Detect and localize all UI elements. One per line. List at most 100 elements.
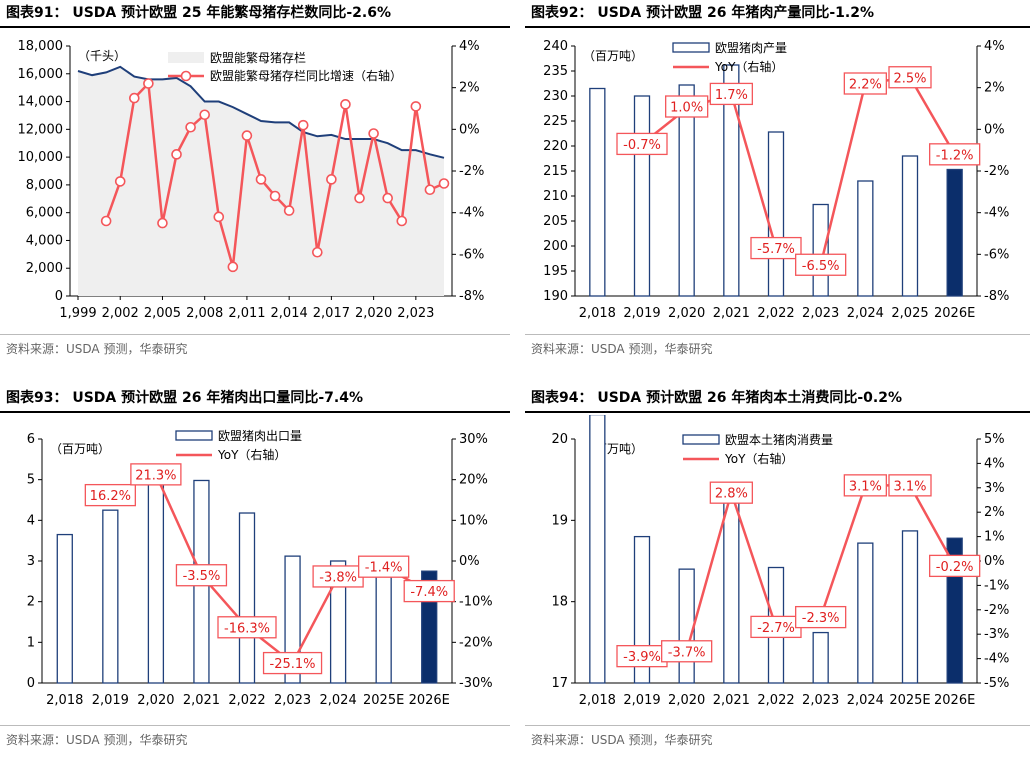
left-tick-label: 17 <box>551 676 568 691</box>
yoy-point <box>269 190 281 202</box>
x-tick-label: 2,008 <box>186 306 223 321</box>
right-tick-label: 2% <box>984 505 1005 520</box>
yoy-point <box>100 215 112 227</box>
data-label: -2.3% <box>802 611 840 626</box>
x-tick-label: 2,002 <box>102 306 139 321</box>
unit-label: （百万吨） <box>50 442 110 456</box>
left-tick-label: 2 <box>27 595 35 610</box>
data-label: -0.7% <box>623 138 661 153</box>
left-tick-label: 200 <box>543 239 568 254</box>
left-tick-label: 10,000 <box>18 150 64 165</box>
legend-swatch-area <box>168 52 204 63</box>
right-tick-label: 0% <box>984 554 1005 569</box>
bar <box>901 155 919 297</box>
yoy-point <box>396 215 408 227</box>
left-tick-label: 6 <box>27 432 35 447</box>
data-label: 2.2% <box>849 78 882 93</box>
right-tick-label: 4% <box>459 39 480 54</box>
x-tick-label: 2,020 <box>668 693 705 708</box>
legend-label: YoY（右轴） <box>724 451 793 466</box>
chart-title: 图表92： USDA 预计欧盟 26 年猪肉产量同比-1.2% <box>531 5 875 21</box>
data-label-box <box>709 82 753 106</box>
right-tick-label: -5% <box>984 676 1009 691</box>
x-tick-label: 2,005 <box>144 306 181 321</box>
data-label-box <box>217 616 277 639</box>
yoy-point <box>157 217 168 229</box>
data-label-box <box>888 66 932 89</box>
left-tick-label: 14,000 <box>18 95 64 110</box>
bar <box>723 64 740 297</box>
x-tick-label: 2,023 <box>274 693 311 708</box>
x-tick-label: 2,019 <box>623 306 660 321</box>
right-tick-label: 5% <box>984 432 1005 447</box>
legend-label: 欧盟本土猪肉消费量 <box>725 433 833 447</box>
data-label: 3.1% <box>849 479 882 494</box>
data-label-box <box>616 132 668 156</box>
x-tick-label: 2,018 <box>579 306 616 321</box>
chart-svg-93: 0 1 2 3 4 5 6 -30% -20% -10% 0% 10% 20% 30% （百万吨） 2,018… <box>27 429 493 708</box>
data-label: 1.0% <box>670 101 703 116</box>
x-tick-label: 2,023 <box>397 306 434 321</box>
right-tick-label: -20% <box>459 635 493 650</box>
bar <box>901 530 919 684</box>
yoy-point <box>129 92 140 104</box>
x-tick-label: 1,999 <box>59 306 96 321</box>
title-rule <box>525 26 1030 28</box>
source-rule <box>525 725 1030 726</box>
left-tick-label: 230 <box>543 89 568 104</box>
left-tick-label: 210 <box>543 189 568 204</box>
left-tick-label: 18,000 <box>18 39 64 54</box>
bar <box>238 512 256 684</box>
bar <box>589 415 606 684</box>
stock-line <box>77 65 445 159</box>
left-tick-label: 0 <box>55 289 63 304</box>
data-label: 3.1% <box>893 479 926 494</box>
left-tick-label: 1 <box>27 635 35 650</box>
right-tick-label: -30% <box>459 676 493 691</box>
x-tick-label: 2,024 <box>847 306 884 321</box>
data-label-box <box>130 463 182 486</box>
bar <box>375 561 392 684</box>
source-rule <box>0 334 510 335</box>
left-tick-label: 12,000 <box>18 122 64 137</box>
left-tick-label: 220 <box>543 139 568 154</box>
data-label-box <box>403 579 455 603</box>
yoy-point <box>410 101 422 112</box>
bar <box>102 509 119 684</box>
chart-svg-91: 0 2,000 4,000 6,000 8,000 10,000 12,000 14,000 1… <box>18 39 485 321</box>
x-tick-label: 2,022 <box>757 306 794 321</box>
bar <box>56 533 73 684</box>
x-tick-label: 2,019 <box>623 693 660 708</box>
yoy-point <box>255 174 267 185</box>
unit-label: （百万吨） <box>583 49 643 63</box>
left-tick-label: 18 <box>551 595 568 610</box>
legend-swatch-bar <box>672 42 710 53</box>
bar <box>678 568 695 684</box>
source-note: 资料来源：USDA 预测，华泰研究 <box>6 733 188 747</box>
data-label-box <box>795 253 847 276</box>
left-tick-label: 215 <box>543 164 568 179</box>
right-tick-label: -3% <box>984 627 1009 642</box>
data-label-box <box>262 651 323 675</box>
x-tick-label: 2,021 <box>713 306 750 321</box>
yoy-point <box>283 205 295 216</box>
chart-panel-91: 图表91： USDA 预计欧盟 25 年能繁母猪存栏数同比-2.6% 0 2,00… <box>0 0 515 375</box>
bar <box>633 95 651 297</box>
chart-svg-94: 17181920-5%-4%-3%-2%-1%0%1%2%3%4%5%（百万吨）… <box>551 415 1009 708</box>
data-label-box <box>175 564 228 587</box>
chart-svg-92: 190 195 200 205 210 215 220 225 230 235 240 -8% -6% -… <box>543 39 1009 321</box>
legend-label: YoY（右轴） <box>714 59 783 74</box>
right-tick-label: -2% <box>984 603 1009 618</box>
source-note: 资料来源：USDA 预测，华泰研究 <box>6 342 188 356</box>
data-label: -6.5% <box>802 259 840 274</box>
right-tick-label: -2% <box>459 164 484 179</box>
legend-label: YoY（右轴） <box>217 447 286 462</box>
bar <box>147 472 165 684</box>
title-rule <box>0 26 510 28</box>
bar <box>589 87 606 297</box>
bar <box>857 542 874 684</box>
data-label: -3.5% <box>183 569 221 584</box>
x-tick-label: 2,024 <box>847 693 884 708</box>
yoy-point <box>114 176 126 187</box>
x-tick-label: 2026E <box>934 306 975 321</box>
